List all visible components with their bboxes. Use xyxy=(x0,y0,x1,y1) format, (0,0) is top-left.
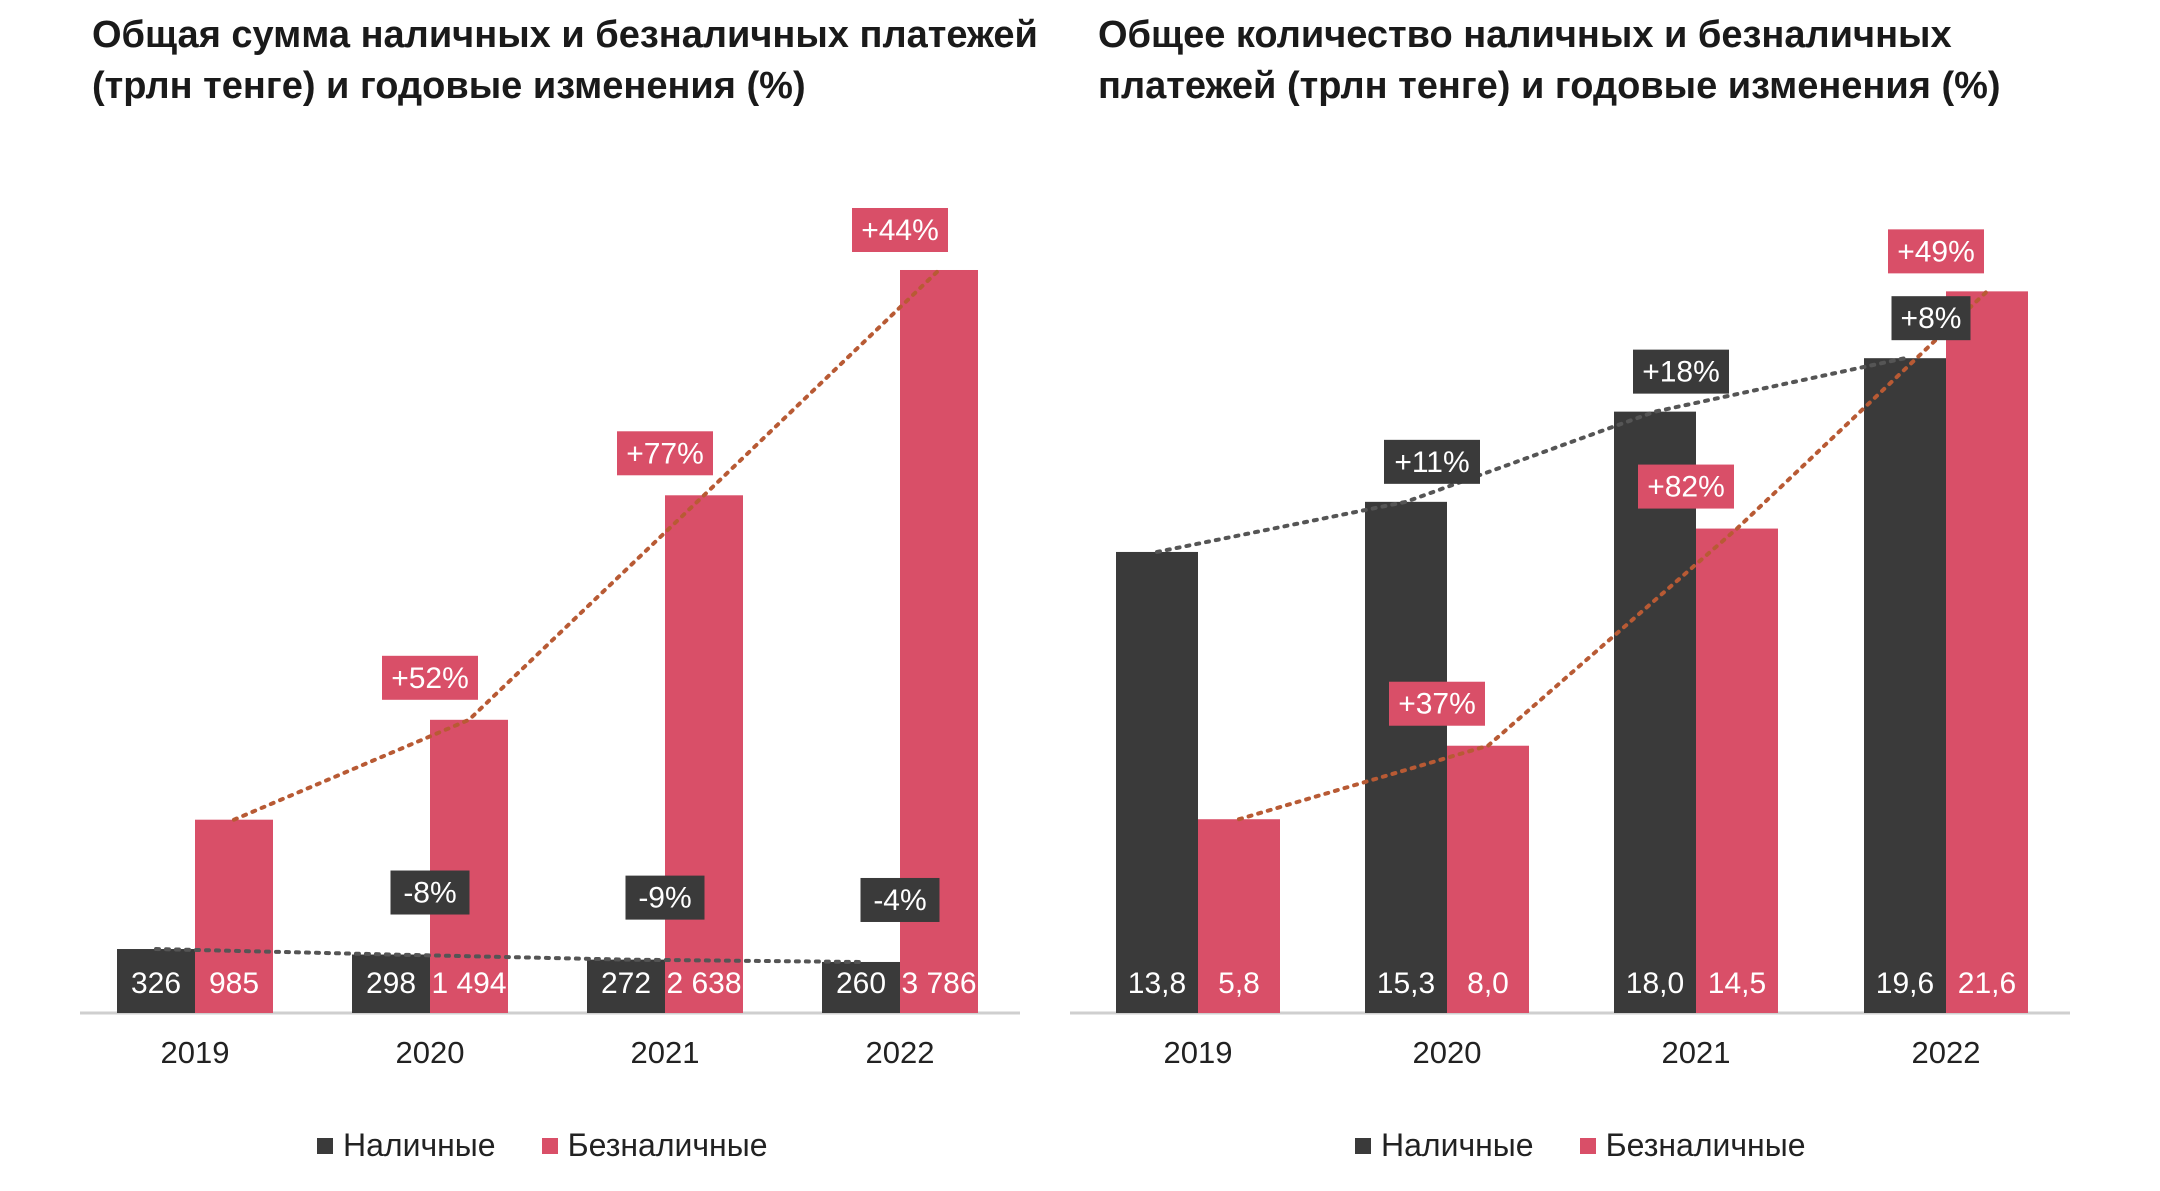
data-label-cash: 15,3 xyxy=(1377,967,1435,1000)
bar-cash xyxy=(1365,501,1447,1013)
legend-amount: Наличные Безналичные xyxy=(317,1127,814,1164)
change-tag-noncash: +37% xyxy=(1398,688,1476,721)
bar-noncash xyxy=(1447,745,1529,1013)
bar-cash xyxy=(1864,358,1946,1013)
data-label-cash: 13,8 xyxy=(1128,967,1186,1000)
legend-item-cash: Наличные xyxy=(1355,1127,1534,1164)
change-tag-cash-box xyxy=(860,877,940,922)
bar-noncash xyxy=(1696,528,1778,1013)
bar-noncash xyxy=(195,819,273,1013)
data-label-noncash: 985 xyxy=(209,967,259,1000)
change-tag-cash: -4% xyxy=(873,884,926,917)
x-tick-label: 2019 xyxy=(161,1035,230,1070)
trend-line-noncash xyxy=(1237,289,1989,822)
change-tag-noncash: +49% xyxy=(1897,235,1975,268)
change-tag-noncash-box xyxy=(1389,681,1485,726)
legend-count: Наличные Безналичные xyxy=(1355,1127,1852,1164)
data-label-cash: 19,6 xyxy=(1876,967,1934,1000)
legend-item-cash: Наличные xyxy=(317,1127,496,1164)
data-label-noncash: 8,0 xyxy=(1467,967,1509,1000)
data-label-noncash: 14,5 xyxy=(1708,967,1766,1000)
bar-cash xyxy=(1116,551,1198,1013)
change-tag-noncash: +77% xyxy=(626,437,704,470)
data-label-noncash: 5,8 xyxy=(1218,967,1260,1000)
data-label-cash: 298 xyxy=(366,967,416,1000)
bar-cash xyxy=(587,959,665,1013)
legend-swatch-noncash xyxy=(1579,1137,1596,1154)
change-tag-cash-box xyxy=(1891,296,1971,341)
x-tick-label: 2022 xyxy=(866,1035,935,1070)
change-tag-noncash-box xyxy=(382,655,478,700)
legend-label-cash: Наличные xyxy=(343,1127,496,1163)
chart-title-amount: Общая сумма наличных и безналичных плате… xyxy=(92,14,1038,107)
bar-cash xyxy=(822,961,900,1013)
bar-noncash xyxy=(1198,819,1280,1013)
legend-swatch-noncash xyxy=(541,1137,558,1154)
bar-noncash xyxy=(430,719,508,1013)
legend-label-cash: Наличные xyxy=(1381,1127,1534,1163)
x-tick-label: 2021 xyxy=(1662,1035,1731,1070)
data-label-cash: 260 xyxy=(836,967,886,1000)
change-tag-cash-box xyxy=(1633,349,1729,394)
bar-noncash xyxy=(1946,291,2028,1013)
change-tag-cash-box xyxy=(390,870,470,915)
trend-line-cash xyxy=(154,947,863,964)
x-tick-label: 2021 xyxy=(631,1035,700,1070)
legend-label-noncash: Безналичные xyxy=(567,1127,768,1163)
change-tag-noncash: +44% xyxy=(861,214,939,247)
change-tag-noncash: +52% xyxy=(391,662,469,695)
legend-swatch-cash xyxy=(1355,1137,1371,1154)
change-tag-cash: -8% xyxy=(403,877,456,910)
change-tag-noncash: +82% xyxy=(1647,471,1725,504)
change-tag-cash: +18% xyxy=(1642,356,1720,389)
trend-line-noncash xyxy=(232,267,941,822)
data-label-cash: 18,0 xyxy=(1626,967,1684,1000)
legend-item-noncash: Безналичные xyxy=(541,1127,768,1164)
change-tag-noncash-box xyxy=(617,431,713,476)
change-tag-cash-box xyxy=(1384,439,1480,484)
bar-cash xyxy=(117,949,195,1013)
x-tick-label: 2020 xyxy=(396,1035,465,1070)
data-label-noncash: 2 638 xyxy=(666,967,741,1000)
data-label-noncash: 3 786 xyxy=(901,967,976,1000)
legend-item-noncash: Безналичные xyxy=(1579,1127,1806,1164)
change-tag-cash: +8% xyxy=(1901,302,1962,335)
change-tag-cash-box xyxy=(625,875,705,920)
change-tag-noncash-box xyxy=(852,207,948,252)
chart-title-count: Общее количество наличных и безналичных … xyxy=(1098,14,2001,107)
x-tick-label: 2020 xyxy=(1413,1035,1482,1070)
bar-noncash xyxy=(665,495,743,1014)
bar-cash xyxy=(352,954,430,1013)
x-tick-label: 2022 xyxy=(1912,1035,1981,1070)
bar-cash xyxy=(1614,411,1696,1013)
change-tag-noncash-box xyxy=(1888,229,1984,274)
legend-label-noncash: Безналичные xyxy=(1605,1127,1806,1163)
data-label-noncash: 21,6 xyxy=(1958,967,2016,1000)
change-tag-cash: -9% xyxy=(638,882,691,915)
data-label-cash: 272 xyxy=(601,967,651,1000)
change-tag-cash: +11% xyxy=(1394,446,1469,479)
x-tick-label: 2019 xyxy=(1164,1035,1233,1070)
trend-line-cash xyxy=(1155,356,1907,554)
legend-swatch-cash xyxy=(317,1137,333,1154)
change-tag-noncash-box xyxy=(1638,464,1734,509)
data-label-cash: 326 xyxy=(131,967,181,1000)
data-label-noncash: 1 494 xyxy=(431,967,506,1000)
